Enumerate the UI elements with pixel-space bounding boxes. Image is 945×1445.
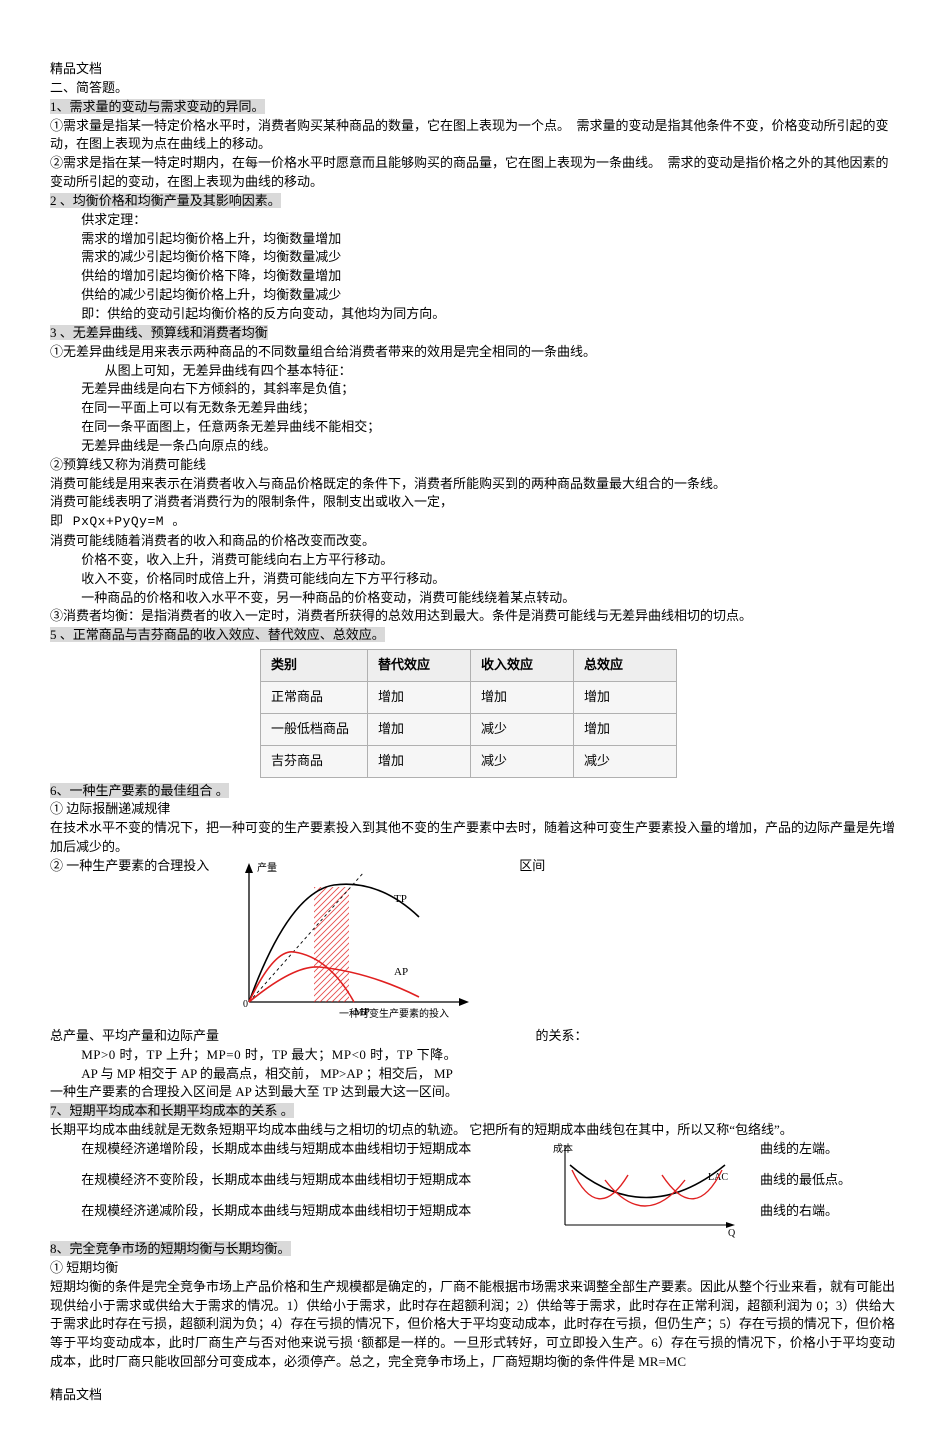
q3-b22: 一种商品的价格和收入水平不变，另一种商品的价格变动，消费可能线绕着某点转动。 xyxy=(50,589,895,608)
q3-p5: 消费可能线表明了消费者消费行为的限制条件，限制支出或收入一定， xyxy=(50,493,895,512)
q3-b2: 在同一条平面图上，任意两条无差异曲线不能相交； xyxy=(50,418,895,437)
q2-lead: 供求定理： xyxy=(50,211,895,230)
q7-r1: 曲线的最低点。 xyxy=(760,1171,880,1190)
q3-p7: ③消费者均衡：是指消费者的收入一定时，消费者所获得的总效用达到最大。条件是消费可… xyxy=(50,607,895,626)
q8-p2: 短期均衡的条件是完全竞争市场上产品价格和生产规模都是确定的，厂商不能根据市场需求… xyxy=(50,1278,895,1372)
mp-label: MP xyxy=(354,1006,370,1018)
q3-p3: ②预算线又称为消费可能线 xyxy=(50,456,895,475)
q3-b0: 无差异曲线是向右下方倾斜的，其斜率是负值； xyxy=(50,380,895,399)
q2-title: 2 、均衡价格和均衡产量及其影响因素。 xyxy=(50,192,895,211)
q8-p1: ① 短期均衡 xyxy=(50,1259,895,1278)
q6-p1: ① 边际报酬递减规律 xyxy=(50,800,895,819)
q6-p2: 在技术水平不变的情况下，把一种可变的生产要素投入到其他不变的生产要素中去时，随着… xyxy=(50,819,895,857)
footer: 精品文档 xyxy=(50,1386,895,1405)
q7-l2: 在规模经济递减阶段，长期成本曲线与短期成本曲线相切于短期成本 xyxy=(50,1202,530,1221)
q6-line2: AP 与 MP 相交于 AP 的最高点，相交前， MP>AP ；相交后， MP xyxy=(50,1065,895,1084)
q7-row: 在规模经济递增阶段，长期成本曲线与短期成本曲线相切于短期成本 在规模经济不变阶段… xyxy=(50,1140,895,1240)
tp-label: TP xyxy=(394,893,407,905)
q2-l4: 即：供给的变动引起均衡价格的反方向变动，其他均为同方向。 xyxy=(50,305,895,324)
table-row: 类别 替代效应 收入效应 总效应 xyxy=(261,650,677,682)
q7-r2: 曲线的右端。 xyxy=(760,1202,880,1221)
q3-b3: 无差异曲线是一条凸向原点的线。 xyxy=(50,437,895,456)
q6-lead2-right: 区间 xyxy=(519,858,545,873)
table-row: 吉芬商品 增加 减少 减少 xyxy=(261,745,677,777)
q7-r0: 曲线的左端。 xyxy=(760,1140,880,1159)
q6-line1: MP>0 时，TP 上升；MP=0 时，TP 最大；MP<0 时，TP 下降。 xyxy=(50,1046,895,1065)
q6-title: 6、一种生产要素的最佳组合 。 xyxy=(50,782,895,801)
q3-b21: 收入不变，价格同时成倍上升，消费可能线向左下方平行移动。 xyxy=(50,570,895,589)
q2-l1: 需求的减少引起均衡价格下降，均衡数量减少 xyxy=(50,248,895,267)
production-chart: 产量 一种可变生产要素的投入 0 TP AP MP xyxy=(219,857,479,1027)
q3-b1: 在同一平面上可以有无数条无差异曲线； xyxy=(50,399,895,418)
q1-p1: ①需求量是指某一特定价格水平时，消费者购买某种商品的数量，它在图上表现为一个点。… xyxy=(50,117,895,155)
lac-chart: 成本 Q LAC xyxy=(550,1140,740,1240)
q3-p4: 消费可能线是用来表示在消费者收入与商品价格既定的条件下，消费者所能购买到的两种商… xyxy=(50,475,895,494)
q3-p6: 消费可能线随着消费者的收入和商品的价格改变而改变。 xyxy=(50,532,895,551)
q6-figure-row: ② 一种生产要素的合理投入 产量 一种可变生产要素的投入 0 TP xyxy=(50,857,895,1027)
q7-p1: 长期平均成本曲线就是无数条短期平均成本曲线与之相切的切点的轨迹。 它把所有的短期… xyxy=(50,1121,895,1140)
q1-title: 1、需求量的变动与需求变动的异同。 xyxy=(50,98,895,117)
q3-p1: ①无差异曲线是用来表示两种商品的不同数量组合给消费者带来的效用是完全相同的一条曲… xyxy=(50,343,895,362)
q2-l3: 供给的减少引起均衡价格上升，均衡数量减少 xyxy=(50,286,895,305)
table-row: 正常商品 增加 增加 增加 xyxy=(261,682,677,714)
q3-formula: 即 PxQx+PyQy=M 。 xyxy=(50,512,895,532)
q2-l2: 供给的增加引起均衡价格下降，均衡数量增加 xyxy=(50,267,895,286)
q6-after: 总产量、平均产量和边际产量 的关系： xyxy=(50,1027,895,1046)
q1-p2: ②需求是指在某一特定时期内，在每一价格水平时愿意而且能够购买的商品量，它在图上表… xyxy=(50,154,895,192)
q7-title: 7、短期平均成本和长期平均成本的关系 。 xyxy=(50,1102,895,1121)
header: 精品文档 xyxy=(50,60,895,79)
ap-label: AP xyxy=(394,966,408,978)
q6-lead2-left: ② 一种生产要素的合理投入 xyxy=(50,858,209,873)
lac-xlabel: Q xyxy=(728,1228,736,1239)
q2-l0: 需求的增加引起均衡价格上升，均衡数量增加 xyxy=(50,230,895,249)
q7-l0: 在规模经济递增阶段，长期成本曲线与短期成本曲线相切于短期成本 xyxy=(50,1140,530,1159)
chart-ylabel: 产量 xyxy=(257,861,277,874)
section-title: 二、简答题。 xyxy=(50,79,895,98)
lac-ylabel: 成本 xyxy=(553,1142,573,1155)
q8-title: 8、完全竞争市场的短期均衡与长期均衡。 xyxy=(50,1240,895,1259)
q5-title: 5 、正常商品与吉芬商品的收入效应、替代效应、总效应。 xyxy=(50,626,895,645)
q3-p2: 从图上可知，无差异曲线有四个基本特征： xyxy=(50,362,895,381)
q3-title: 3 、无差异曲线、预算线和消费者均衡 xyxy=(50,324,895,343)
chart-origin: 0 xyxy=(243,999,248,1010)
q6-line3: 一种生产要素的合理投入区间是 AP 达到最大至 TP 达到最大这一区间。 xyxy=(50,1083,895,1102)
table-row: 一般低档商品 增加 减少 增加 xyxy=(261,713,677,745)
q7-l1: 在规模经济不变阶段，长期成本曲线与短期成本曲线相切于短期成本 xyxy=(50,1171,530,1190)
q3-b20: 价格不变，收入上升，消费可能线向右上方平行移动。 xyxy=(50,551,895,570)
effects-table: 类别 替代效应 收入效应 总效应 正常商品 增加 增加 增加 一般低档商品 增加… xyxy=(260,649,677,777)
